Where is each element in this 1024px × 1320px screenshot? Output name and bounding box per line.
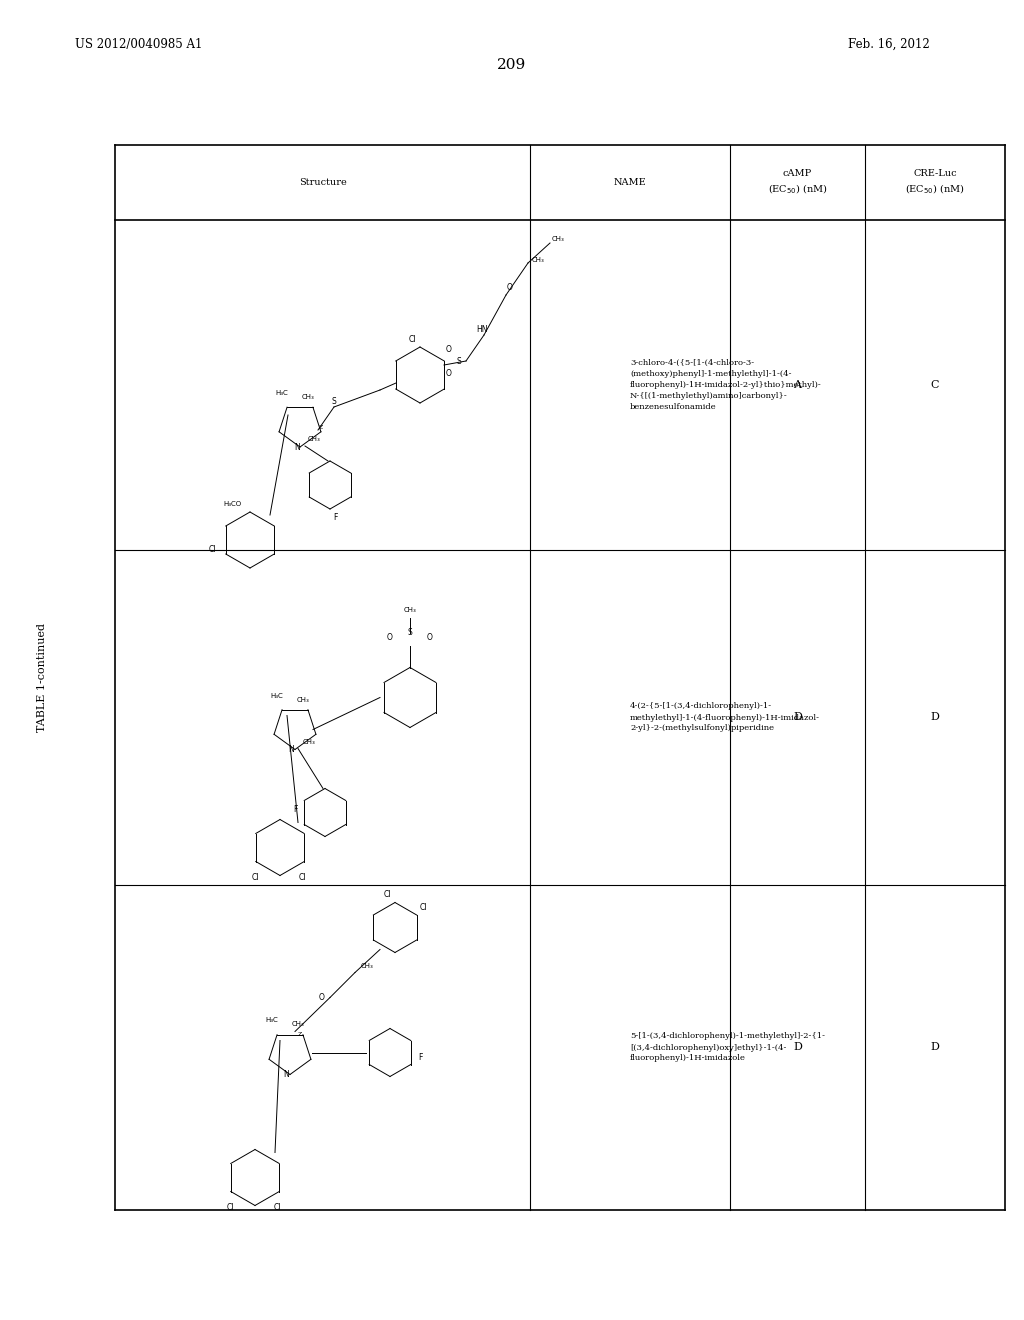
Text: F: F bbox=[418, 1053, 422, 1063]
Text: HN: HN bbox=[476, 325, 487, 334]
Text: 5-[1-(3,4-dichlorophenyl)-1-methylethyl]-2-{1-
[(3,4-dichlorophenyl)oxy]ethyl}-1: 5-[1-(3,4-dichlorophenyl)-1-methylethyl]… bbox=[630, 1032, 825, 1063]
Text: O: O bbox=[507, 282, 513, 292]
Text: CH₃: CH₃ bbox=[292, 1022, 304, 1027]
Text: 4-(2-{5-[1-(3,4-dichlorophenyl)-1-
methylethyl]-1-(4-fluorophenyl)-1H-imidazol-
: 4-(2-{5-[1-(3,4-dichlorophenyl)-1- methy… bbox=[630, 702, 820, 733]
Text: F: F bbox=[333, 513, 337, 523]
Text: CRE-Luc
(EC$_{50}$) (nM): CRE-Luc (EC$_{50}$) (nM) bbox=[905, 169, 965, 195]
Text: Cl: Cl bbox=[383, 890, 391, 899]
Text: CH₃: CH₃ bbox=[552, 236, 564, 242]
Text: CH₃: CH₃ bbox=[302, 393, 314, 400]
Text: F: F bbox=[293, 805, 297, 814]
Text: Cl: Cl bbox=[298, 873, 306, 882]
Text: 209: 209 bbox=[498, 58, 526, 73]
Text: CH₃: CH₃ bbox=[307, 436, 321, 442]
Text: O: O bbox=[319, 993, 325, 1002]
Text: C: C bbox=[931, 380, 939, 389]
Text: CH₃: CH₃ bbox=[531, 257, 545, 263]
Text: CH₃: CH₃ bbox=[403, 606, 417, 612]
Text: Cl: Cl bbox=[409, 334, 416, 343]
Text: Z: Z bbox=[298, 1032, 302, 1038]
Text: Feb. 16, 2012: Feb. 16, 2012 bbox=[848, 38, 930, 51]
Text: H₃C: H₃C bbox=[270, 693, 284, 698]
Text: CH₃: CH₃ bbox=[303, 738, 315, 744]
Text: N: N bbox=[283, 1071, 289, 1078]
Text: N: N bbox=[288, 744, 294, 754]
Text: Cl: Cl bbox=[251, 873, 259, 882]
Text: O: O bbox=[446, 368, 452, 378]
Text: CH₃: CH₃ bbox=[297, 697, 309, 702]
Text: US 2012/0040985 A1: US 2012/0040985 A1 bbox=[75, 38, 203, 51]
Text: Structure: Structure bbox=[299, 178, 346, 187]
Text: D: D bbox=[931, 1043, 939, 1052]
Text: S: S bbox=[457, 356, 462, 366]
Text: Cl: Cl bbox=[419, 903, 427, 912]
Text: O: O bbox=[387, 634, 393, 642]
Text: 3-chloro-4-({5-[1-(4-chloro-3-
(methoxy)phenyl]-1-methylethyl]-1-(4-
fluoropheny: 3-chloro-4-({5-[1-(4-chloro-3- (methoxy)… bbox=[630, 359, 821, 411]
Text: Cl: Cl bbox=[273, 1203, 281, 1212]
Text: A: A bbox=[794, 380, 802, 389]
Text: H₃C: H₃C bbox=[275, 389, 289, 396]
Text: NAME: NAME bbox=[613, 178, 646, 187]
Text: D: D bbox=[931, 713, 939, 722]
Text: N: N bbox=[294, 442, 300, 451]
Text: H₃C: H₃C bbox=[265, 1018, 279, 1023]
Text: S: S bbox=[408, 628, 413, 638]
Text: Cl: Cl bbox=[226, 1203, 233, 1212]
Text: S: S bbox=[332, 397, 336, 407]
Text: Z: Z bbox=[318, 425, 323, 430]
Text: H₃CO: H₃CO bbox=[223, 502, 241, 507]
Text: D: D bbox=[793, 713, 802, 722]
Text: TABLE 1-continued: TABLE 1-continued bbox=[37, 623, 47, 733]
Text: CH₃: CH₃ bbox=[360, 964, 374, 969]
Text: O: O bbox=[427, 634, 433, 642]
Text: Cl: Cl bbox=[208, 545, 216, 554]
Text: O: O bbox=[446, 346, 452, 355]
Text: cAMP
(EC$_{50}$) (nM): cAMP (EC$_{50}$) (nM) bbox=[768, 169, 827, 195]
Text: D: D bbox=[793, 1043, 802, 1052]
